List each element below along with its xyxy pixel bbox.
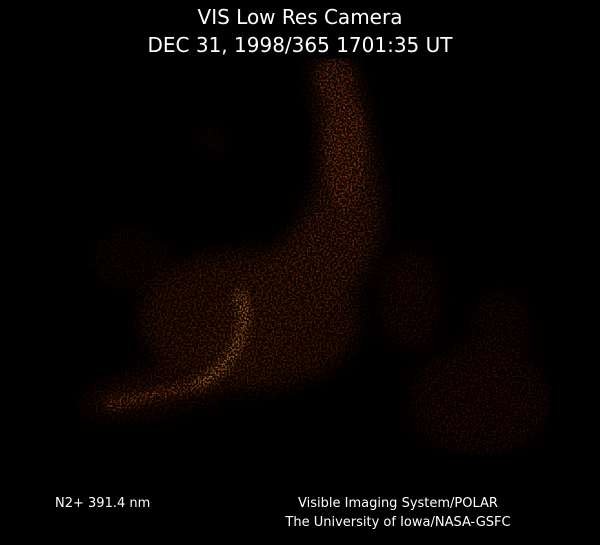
institution: The University of Iowa/NASA-GSFC [284, 515, 510, 530]
aurora-glow [81, 58, 550, 455]
wavelength: N2+ 391.4 nm [55, 496, 150, 511]
timestamp: DEC 31, 1998/365 1701:35 UT [148, 33, 454, 57]
instrument: Visible Imaging System/POLAR [298, 496, 498, 511]
title: VIS Low Res Camera [198, 5, 403, 29]
